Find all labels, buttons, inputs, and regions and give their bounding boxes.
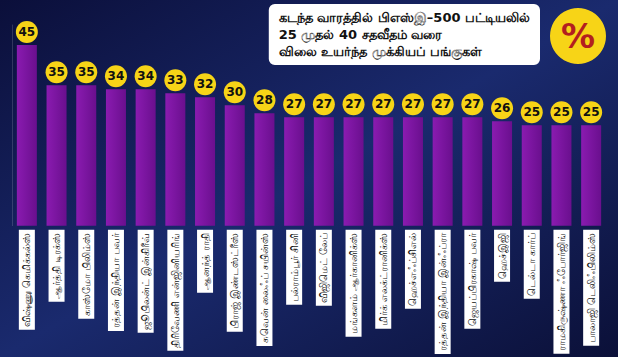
svg-text:27: 27 (405, 97, 422, 111)
svg-text:30: 30 (226, 85, 243, 99)
svg-text:25: 25 (553, 105, 570, 119)
svg-text:காஸ்மோ பிலிம்ஸ்: காஸ்மோ பிலிம்ஸ் (81, 233, 92, 316)
svg-text:விலை உயர்ந்த முக்கியப் பங்குகள: விலை உயர்ந்த முக்கியப் பங்குகள் (279, 44, 483, 60)
svg-text:மிர்க் எலக்ட்ரானிக்ஸ்: மிர்க் எலக்ட்ரானிக்ஸ் (378, 233, 389, 326)
svg-text:27: 27 (286, 97, 303, 111)
svg-text:ஜூபிலன்ட் இன்கிரீவ்: ஜூபிலன்ட் இன்கிரீவ் (140, 233, 152, 330)
svg-text:34: 34 (108, 69, 125, 83)
svg-text:ஆர்த்தி டிரக்ஸ்: ஆர்த்தி டிரக்ஸ் (51, 233, 62, 299)
svg-text:35: 35 (78, 65, 95, 79)
svg-text:ஜெயப்பிரகாஷ் பவர்: ஜெயப்பிரகாஷ் பவர் (467, 232, 479, 326)
svg-text:28: 28 (256, 93, 273, 107)
svg-text:26: 26 (494, 101, 511, 115)
svg-text:ரத்தன் இந்தியா பவர்: ரத்தன் இந்தியா பவர் (110, 232, 122, 328)
svg-text:சுவென் லைஃப் சயின்ஸ்: சுவென் லைஃப் சயின்ஸ் (259, 233, 270, 343)
svg-text:பல்ராம்பூர் சினி: பல்ராம்பூர் சினி (289, 233, 300, 302)
svg-text:45: 45 (18, 25, 35, 39)
svg-text:ராமகிருஷ்ணா ஃபோர்ஜிங்: ராமகிருஷ்ணா ஃபோர்ஜிங் (556, 233, 568, 351)
svg-text:மங்களம் ஆர்கானிக்ஸ்: மங்களம் ஆர்கானிக்ஸ் (348, 233, 359, 334)
svg-text:27: 27 (434, 97, 451, 111)
svg-text:ஹெச்எஃப்சிஎல்: ஹெச்எஃப்சிஎல் (407, 233, 418, 306)
svg-text:ரத்தன் இந்தியா இன்ஃப்ரா: ரத்தன் இந்தியா இன்ஃப்ரா (437, 232, 449, 351)
svg-text:27: 27 (464, 97, 481, 111)
svg-text:25: 25 (523, 105, 540, 119)
svg-text:கடந்த வாரத்தில் பிஎஸ்இ–500 பட்: கடந்த வாரத்தில் பிஎஸ்இ–500 பட்டியலில் (279, 10, 530, 26)
svg-text:பிராஜ் இண்டஸ்ட்ரீஸ்: பிராஜ் இண்டஸ்ட்ரீஸ் (229, 233, 241, 329)
svg-text:25: 25 (583, 105, 600, 119)
svg-text:விஜிமெட் லேப்: விஜிமெட் லேப் (318, 233, 330, 303)
svg-text:33: 33 (167, 73, 184, 87)
svg-text:32: 32 (197, 77, 214, 91)
svg-text:டெல்டா கார்ப்: டெல்டா கார்ப் (526, 233, 537, 296)
svg-text:25 முதல் 40 சதவீதம் வரை: 25 முதல் 40 சதவீதம் வரை (279, 27, 442, 43)
svg-text:திரிவேணி என்ஜினியரிங்: திரிவேணி என்ஜினியரிங் (170, 233, 182, 348)
svg-text:ஆனந்த் ராதி: ஆனந்த் ராதி (200, 233, 211, 290)
svg-text:27: 27 (375, 97, 392, 111)
svg-text:%: % (561, 16, 595, 56)
svg-text:27: 27 (315, 97, 332, 111)
svg-text:பாலாஜி டெலிஃபிலிம்ஸ்: பாலாஜி டெலிஃபிலிம்ஸ் (586, 233, 598, 343)
svg-text:விஷ்ணு கெமிக்கல்ஸ்: விஷ்ணு கெமிக்கல்ஸ் (21, 233, 33, 327)
svg-text:27: 27 (345, 97, 362, 111)
svg-text:ஹெச்இஜி: ஹெச்இஜி (497, 233, 509, 279)
svg-text:35: 35 (48, 65, 65, 79)
svg-text:34: 34 (137, 69, 154, 83)
